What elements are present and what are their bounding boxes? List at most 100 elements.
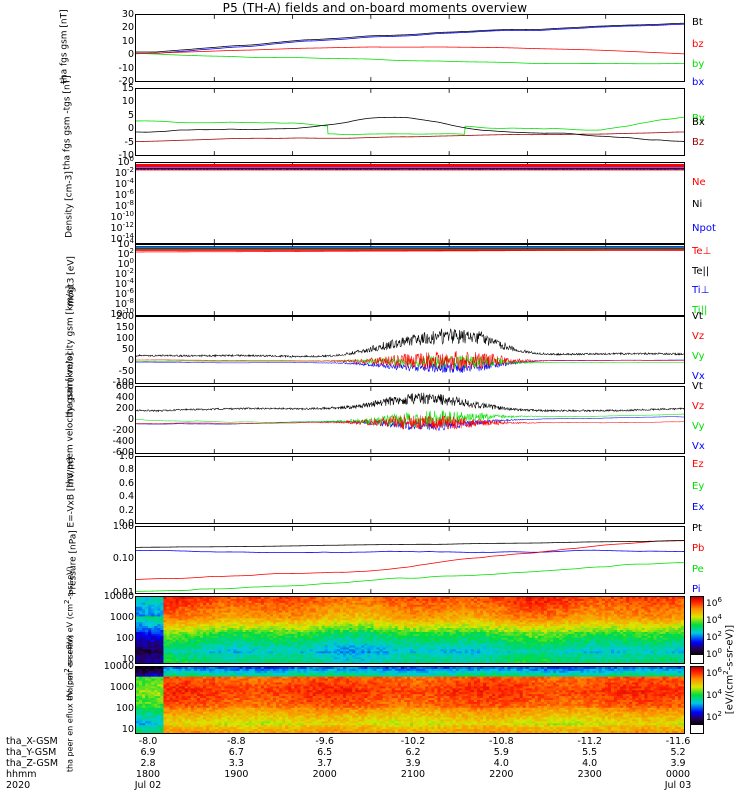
spectrogram-cell xyxy=(346,630,350,633)
spectrogram-cell xyxy=(592,637,597,641)
panel-efield[interactable] xyxy=(135,456,685,524)
spectrogram-cell xyxy=(382,616,387,619)
spectrogram-cell xyxy=(352,633,356,637)
panel-temperature[interactable] xyxy=(135,244,685,316)
spectrogram-cell xyxy=(641,626,646,629)
spectrogram-cell xyxy=(202,612,207,616)
spectrogram-cell xyxy=(501,597,505,600)
spectrogram-cell xyxy=(656,639,661,643)
spectrogram-cell xyxy=(136,620,140,623)
spectrogram-cell xyxy=(196,604,201,608)
spectrogram-cell xyxy=(364,618,368,621)
spectrogram-cell xyxy=(288,647,292,650)
spectrogram-cell xyxy=(400,606,405,610)
spectrogram-cell xyxy=(336,608,341,612)
spectrogram-cell xyxy=(370,597,375,600)
spectrogram-cell xyxy=(586,639,591,643)
spectrogram-cell xyxy=(659,635,664,639)
spectrogram-cell xyxy=(580,631,585,635)
spectrogram-cell xyxy=(163,612,168,616)
spectrogram-cell xyxy=(565,618,569,621)
spectrogram-cell xyxy=(260,633,265,637)
spectrogram-cell xyxy=(224,628,228,631)
spectrogram-cell xyxy=(562,622,566,625)
spectrogram-cell xyxy=(519,645,524,649)
spectrogram-cell xyxy=(279,612,283,616)
spectrogram-cell xyxy=(242,600,247,604)
spectrogram-cell xyxy=(388,635,393,639)
spectrogram-cell xyxy=(519,597,524,600)
spectrogram-cell xyxy=(403,600,408,604)
panel-fgs-gsm[interactable] xyxy=(135,14,685,82)
legend-te-perp: Te⊥ xyxy=(692,246,712,257)
spectrogram-cell xyxy=(501,628,505,631)
spectrogram-cell xyxy=(452,612,457,616)
spectrogram-cell xyxy=(239,637,244,641)
spectrogram-cell xyxy=(385,622,390,625)
spectrogram-cell xyxy=(151,614,155,617)
spectrogram-cell xyxy=(327,645,332,649)
panel-pressure[interactable] xyxy=(135,526,685,594)
spectrogram-cell xyxy=(406,626,411,629)
spectrogram-cell xyxy=(376,631,381,635)
spectrogram-cell xyxy=(209,612,213,616)
spectrogram-cell xyxy=(540,639,545,643)
spectrogram-cell xyxy=(382,641,387,645)
spectrogram-cell xyxy=(650,631,655,635)
spectrogram-cell xyxy=(543,626,548,629)
spectrogram-cell xyxy=(406,616,411,619)
panel-peir-spectrogram[interactable] xyxy=(135,596,685,664)
spectrogram-cell xyxy=(607,608,612,612)
panel-paim-velocity[interactable] xyxy=(135,316,685,384)
spectrogram-cell xyxy=(556,604,560,608)
panel-density[interactable] xyxy=(135,162,685,244)
spectrogram-cell xyxy=(224,604,228,608)
spectrogram-cell xyxy=(489,608,493,612)
spectrogram-cell xyxy=(458,626,463,629)
spectrogram-cell xyxy=(181,645,186,649)
spectrogram-cell xyxy=(166,639,171,643)
spectrogram-cell xyxy=(525,597,530,600)
spectrogram-cell xyxy=(617,645,621,649)
spectrogram-cell xyxy=(413,597,417,600)
spectrogram-cell xyxy=(607,604,612,608)
spectrogram-cell xyxy=(206,604,210,608)
spectrogram-cell xyxy=(586,626,591,629)
spectrogram-cell xyxy=(623,602,627,606)
spectrogram-cell xyxy=(613,600,618,604)
spectrogram-cell xyxy=(276,608,280,612)
spectrogram-cell xyxy=(513,620,518,623)
spectrogram-cell xyxy=(178,630,183,633)
spectrogram-cell xyxy=(236,641,241,645)
spectrogram-cell xyxy=(601,645,606,649)
spectrogram-cell xyxy=(480,622,484,625)
spectrogram-cell xyxy=(370,622,375,625)
panel-fgs-gsm-tgs[interactable] xyxy=(135,88,685,156)
panel-peem-velocity[interactable] xyxy=(135,386,685,454)
spectrogram-cell xyxy=(650,643,655,647)
spectrogram-cell xyxy=(236,630,241,633)
spectrogram-cell xyxy=(224,647,228,650)
spectrogram-cell xyxy=(547,624,551,627)
spectrogram-cell xyxy=(291,641,295,645)
spectrogram-cell xyxy=(547,620,551,623)
spectrogram-cell xyxy=(638,635,642,639)
spectrogram-cell xyxy=(190,612,195,616)
spectrogram-cell xyxy=(199,614,204,617)
spectrogram-cell xyxy=(352,618,356,621)
spectrogram-cell xyxy=(425,600,429,604)
spectrogram-cell xyxy=(300,620,305,623)
spectrogram-cell xyxy=(394,600,399,604)
spectrogram-cell xyxy=(410,614,414,617)
spectrogram-cell xyxy=(540,628,545,631)
spectrogram-cell xyxy=(540,635,545,639)
spectrogram-cell xyxy=(604,598,609,602)
spectrogram-cell xyxy=(617,637,621,641)
spectrogram-cell xyxy=(251,614,256,617)
spectrogram-cell xyxy=(580,602,585,606)
spectrogram-cell xyxy=(492,608,496,612)
spectrogram-cell xyxy=(641,641,646,645)
spectrogram-cell xyxy=(604,626,609,629)
spectrogram-cell xyxy=(333,641,338,645)
spectrogram-cell xyxy=(376,598,381,602)
